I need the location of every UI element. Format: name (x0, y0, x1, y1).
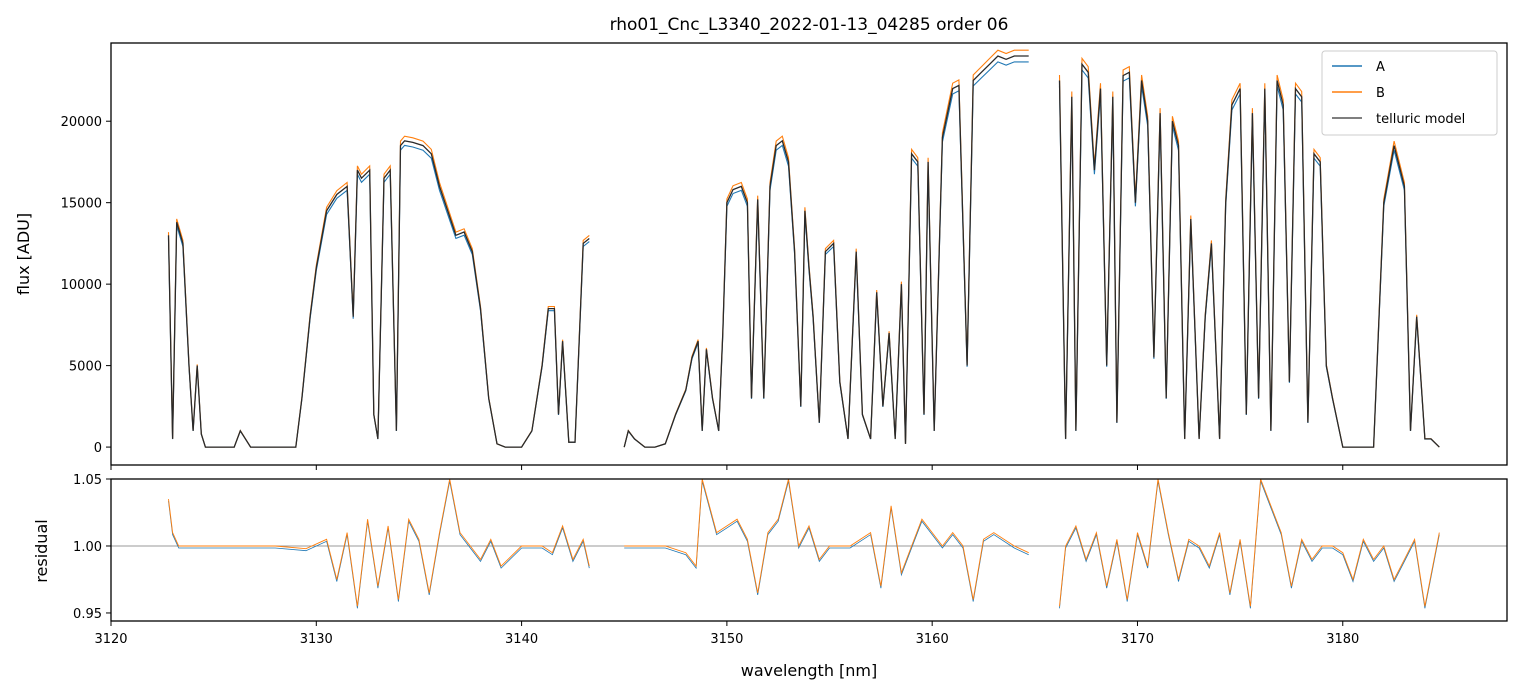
residual-panel: 0.95 1.00 1.05 3120 3130 3140 3150 3160 3170 318… (32, 473, 1508, 680)
flux-y-tick-label: 20000 (61, 115, 102, 130)
legend: A B telluric model (1321, 50, 1498, 136)
telluric-model-line (1058, 62, 1440, 448)
flux-panel: 0 5000 10000 15000 20000 flux [ADU] A B tell… (14, 42, 1508, 470)
flux-axes-frame (110, 42, 1508, 466)
legend-label-a: A (1376, 60, 1385, 75)
flux-y-tick-label: 15000 (61, 197, 102, 212)
legend-label-telluric: telluric model (1376, 112, 1465, 127)
flux-y-tick-label: 5000 (69, 360, 102, 375)
residual-b-line (168, 479, 590, 607)
residual-y-ticks: 0.95 1.00 1.05 (73, 473, 111, 622)
residual-y-tick-label: 0.95 (73, 607, 102, 622)
series-a-line (623, 61, 1029, 448)
x-tick-label: 3160 (916, 632, 949, 647)
residual-y-tick-label: 1.00 (73, 540, 102, 555)
flux-series-group (167, 49, 1440, 448)
chart-title: rho01_Cnc_L3340_2022-01-13_04285 order 0… (610, 15, 1009, 35)
flux-x-ticks (110, 465, 1344, 470)
residual-a-line (1059, 480, 1440, 609)
residual-y-axis-label: residual (32, 519, 51, 582)
residual-b-line (1059, 479, 1440, 607)
x-tick-label: 3140 (505, 632, 538, 647)
x-tick-label: 3120 (94, 632, 127, 647)
telluric-model-line (623, 55, 1029, 448)
residual-y-tick-label: 1.05 (73, 473, 102, 488)
residual-a-line (624, 480, 1029, 602)
x-tick-label: 3170 (1121, 632, 1154, 647)
residual-x-ticks: 3120 3130 3140 3150 3160 3170 3180 (94, 621, 1359, 647)
telluric-model-line (167, 140, 590, 448)
residual-axes-frame (110, 478, 1508, 622)
residual-b-line (624, 479, 1029, 600)
flux-y-ticks: 0 5000 10000 15000 20000 (61, 115, 111, 456)
residual-series-group (111, 479, 1507, 609)
residual-a-line (168, 480, 590, 609)
x-axis-label: wavelength [nm] (741, 661, 878, 680)
x-tick-label: 3180 (1326, 632, 1359, 647)
legend-frame (1321, 50, 1498, 136)
legend-label-b: B (1376, 86, 1385, 101)
flux-y-axis-label: flux [ADU] (14, 213, 33, 295)
flux-y-tick-label: 0 (94, 441, 102, 456)
x-tick-label: 3150 (710, 632, 743, 647)
series-b-line (623, 49, 1029, 448)
x-tick-label: 3130 (300, 632, 333, 647)
flux-y-tick-label: 10000 (61, 278, 102, 293)
